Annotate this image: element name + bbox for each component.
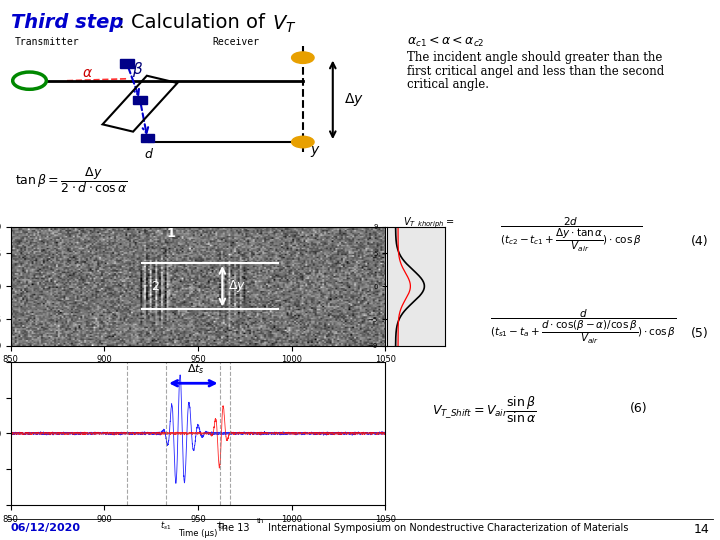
Text: $\dfrac{d}{(t_{s1}-t_a+\dfrac{d\cdot\cos(\beta-\alpha)/\cos\beta}{V_{air}})\cdot: $\dfrac{d}{(t_{s1}-t_a+\dfrac{d\cdot\cos… <box>490 308 676 346</box>
X-axis label: Time (μs): Time (μs) <box>179 529 217 538</box>
Circle shape <box>292 136 314 148</box>
Text: 14: 14 <box>693 523 709 536</box>
Text: $y$: $y$ <box>310 144 321 159</box>
Text: critical angle.: critical angle. <box>407 78 489 91</box>
Bar <box>120 59 134 68</box>
Text: $V_T$: $V_T$ <box>272 14 297 35</box>
Text: $t_{s1}$: $t_{s1}$ <box>161 519 172 532</box>
Text: Third step: Third step <box>11 14 123 32</box>
Text: $\tan\beta = \dfrac{\Delta y}{2 \cdot d \cdot \cos\alpha}$: $\tan\beta = \dfrac{\Delta y}{2 \cdot d … <box>14 165 127 195</box>
Text: 2: 2 <box>151 280 159 293</box>
Text: (4): (4) <box>691 235 708 248</box>
Text: $t_{s2}$: $t_{s2}$ <box>217 519 228 532</box>
Text: $\Delta y$: $\Delta y$ <box>344 91 364 109</box>
Text: 06/12/2020: 06/12/2020 <box>11 523 81 533</box>
Text: $\alpha$: $\alpha$ <box>82 66 93 80</box>
Text: : Calculation of: : Calculation of <box>112 14 271 32</box>
Text: $\dfrac{2d}{(t_{c2}-t_{c1}+\dfrac{\Delta y\cdot\tan\alpha}{V_{air}})\cdot\cos\be: $\dfrac{2d}{(t_{c2}-t_{c1}+\dfrac{\Delta… <box>500 216 642 254</box>
Text: first critical angel and less than the second: first critical angel and less than the s… <box>407 65 664 78</box>
Text: $\beta$: $\beta$ <box>132 60 144 79</box>
Text: th: th <box>257 518 264 524</box>
Text: Receiver: Receiver <box>212 37 259 46</box>
Text: 1: 1 <box>166 227 175 240</box>
Text: International Symposium on Nondestructive Characterization of Materials: International Symposium on Nondestructiv… <box>265 523 629 533</box>
Text: $V_{T\_khoriph}=$: $V_{T\_khoriph}=$ <box>403 216 454 231</box>
Bar <box>140 134 154 143</box>
Text: $V_{T\_Shift}=V_{air}\dfrac{\sin\beta}{\sin\alpha}$: $V_{T\_Shift}=V_{air}\dfrac{\sin\beta}{\… <box>432 394 536 425</box>
Text: $V_{T\_Deca}=$: $V_{T\_Deca}=$ <box>403 308 446 323</box>
Circle shape <box>292 52 314 63</box>
Text: Transmitter: Transmitter <box>14 37 79 46</box>
X-axis label: Time (μs): Time (μs) <box>179 370 217 379</box>
Text: $\Delta y$: $\Delta y$ <box>228 278 246 294</box>
Text: (6): (6) <box>630 402 647 415</box>
Text: $\alpha_{c1}<\alpha<\alpha_{c2}$: $\alpha_{c1}<\alpha<\alpha_{c2}$ <box>407 35 485 49</box>
Bar <box>133 96 147 104</box>
Text: $\Delta t_s$: $\Delta t_s$ <box>186 362 204 376</box>
Text: The incident angle should greater than the: The incident angle should greater than t… <box>407 51 662 64</box>
Text: $d$: $d$ <box>144 147 153 161</box>
Text: The 13: The 13 <box>216 523 250 533</box>
Text: (5): (5) <box>691 327 709 340</box>
